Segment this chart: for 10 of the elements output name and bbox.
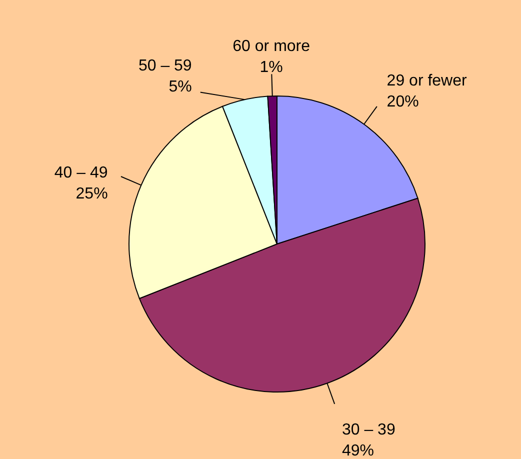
slice-label: 60 or more bbox=[232, 38, 310, 56]
slice-label: 40 – 49 bbox=[54, 164, 108, 182]
slice-label: 29 or fewer bbox=[386, 72, 468, 90]
slice-label: 30 – 39 bbox=[342, 421, 396, 438]
data-label: 5% bbox=[168, 78, 192, 96]
data-label: 1% bbox=[260, 59, 283, 76]
data-label: 20% bbox=[386, 93, 419, 110]
slice-label: 50 – 59 bbox=[138, 57, 192, 74]
data-label: 49% bbox=[342, 442, 374, 459]
data-label: 25% bbox=[76, 186, 108, 203]
